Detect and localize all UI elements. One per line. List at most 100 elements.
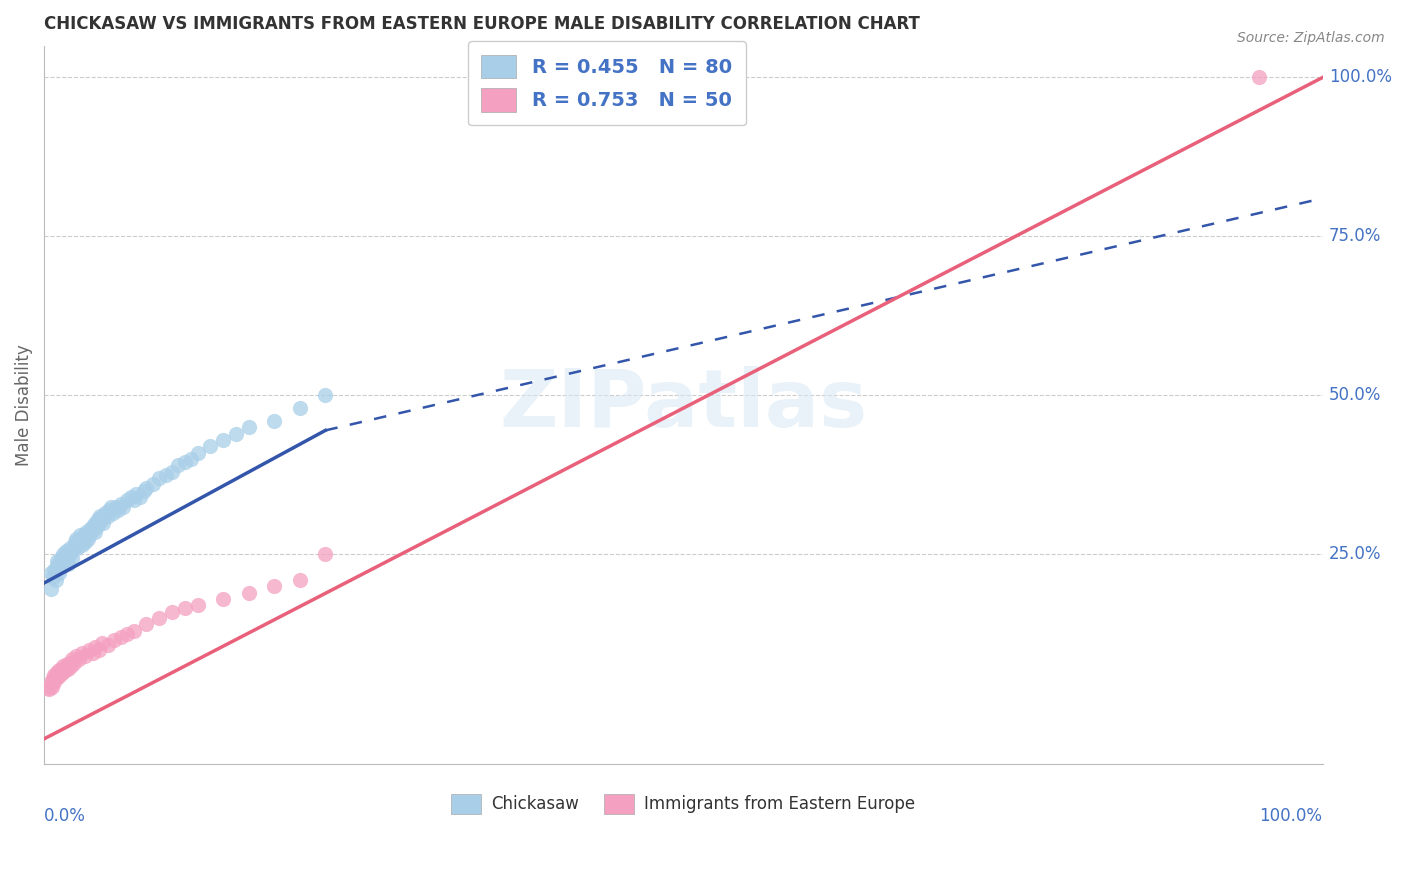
Point bbox=[87, 512, 110, 526]
Point bbox=[180, 452, 202, 467]
Point bbox=[48, 566, 70, 581]
Point bbox=[77, 642, 100, 657]
Point bbox=[104, 500, 127, 514]
Point bbox=[115, 627, 138, 641]
Point bbox=[1247, 70, 1270, 85]
Point bbox=[44, 674, 66, 689]
Point bbox=[82, 646, 104, 660]
Point bbox=[72, 532, 94, 546]
Point bbox=[79, 522, 101, 536]
Point bbox=[97, 509, 120, 524]
Point bbox=[288, 401, 311, 416]
Point bbox=[53, 554, 76, 568]
Point bbox=[59, 541, 82, 555]
Point bbox=[39, 566, 62, 581]
Point bbox=[55, 544, 77, 558]
Text: 100.0%: 100.0% bbox=[1260, 807, 1323, 825]
Point bbox=[60, 550, 83, 565]
Point bbox=[263, 414, 285, 428]
Point bbox=[122, 493, 145, 508]
Point bbox=[42, 672, 65, 686]
Point bbox=[84, 525, 107, 540]
Y-axis label: Male Disability: Male Disability bbox=[15, 344, 32, 466]
Point bbox=[167, 458, 190, 473]
Point bbox=[59, 658, 82, 673]
Point bbox=[39, 674, 62, 689]
Point bbox=[122, 624, 145, 638]
Point bbox=[110, 497, 132, 511]
Point bbox=[80, 525, 103, 540]
Point bbox=[160, 465, 183, 479]
Point bbox=[84, 640, 107, 654]
Point bbox=[263, 579, 285, 593]
Text: 25.0%: 25.0% bbox=[1329, 545, 1382, 564]
Point bbox=[59, 544, 82, 558]
Point bbox=[83, 522, 105, 536]
Point bbox=[44, 563, 66, 577]
Point bbox=[45, 665, 67, 679]
Point bbox=[51, 662, 73, 676]
Point bbox=[58, 662, 80, 676]
Point bbox=[89, 509, 111, 524]
Point bbox=[45, 573, 67, 587]
Point bbox=[82, 518, 104, 533]
Point bbox=[69, 528, 91, 542]
Point bbox=[52, 665, 75, 679]
Point bbox=[90, 512, 112, 526]
Point bbox=[73, 534, 96, 549]
Text: 75.0%: 75.0% bbox=[1329, 227, 1381, 245]
Point bbox=[200, 439, 222, 453]
Point bbox=[52, 658, 75, 673]
Point bbox=[45, 560, 67, 574]
Text: CHICKASAW VS IMMIGRANTS FROM EASTERN EUROPE MALE DISABILITY CORRELATION CHART: CHICKASAW VS IMMIGRANTS FROM EASTERN EUR… bbox=[44, 15, 920, 33]
Point bbox=[314, 388, 336, 402]
Point bbox=[75, 525, 97, 540]
Point bbox=[53, 663, 76, 677]
Point bbox=[45, 554, 67, 568]
Point bbox=[60, 652, 83, 666]
Point bbox=[97, 638, 120, 652]
Point bbox=[37, 681, 59, 695]
Point bbox=[132, 483, 155, 498]
Point bbox=[66, 541, 89, 555]
Point bbox=[107, 503, 129, 517]
Point bbox=[46, 669, 69, 683]
Point bbox=[72, 646, 94, 660]
Point bbox=[87, 642, 110, 657]
Point bbox=[238, 585, 260, 599]
Point bbox=[58, 557, 80, 571]
Point bbox=[65, 532, 87, 546]
Point bbox=[129, 490, 152, 504]
Point bbox=[42, 569, 65, 583]
Point bbox=[51, 560, 73, 574]
Text: 100.0%: 100.0% bbox=[1329, 69, 1392, 87]
Point bbox=[135, 481, 157, 495]
Point bbox=[86, 518, 108, 533]
Point bbox=[110, 630, 132, 644]
Point bbox=[125, 487, 148, 501]
Point bbox=[101, 506, 124, 520]
Point bbox=[39, 678, 62, 692]
Point bbox=[52, 548, 75, 562]
Point bbox=[212, 591, 235, 606]
Point bbox=[142, 477, 165, 491]
Point bbox=[288, 573, 311, 587]
Point bbox=[87, 516, 110, 530]
Point bbox=[72, 538, 94, 552]
Point bbox=[73, 528, 96, 542]
Point bbox=[90, 636, 112, 650]
Point bbox=[59, 548, 82, 562]
Point bbox=[314, 548, 336, 562]
Point bbox=[73, 649, 96, 664]
Point bbox=[67, 652, 90, 666]
Point bbox=[62, 656, 84, 670]
Point bbox=[112, 500, 135, 514]
Point bbox=[67, 534, 90, 549]
Point bbox=[225, 426, 247, 441]
Point bbox=[98, 503, 121, 517]
Point bbox=[186, 445, 208, 459]
Point bbox=[155, 467, 177, 482]
Point bbox=[77, 528, 100, 542]
Point bbox=[41, 680, 63, 694]
Point bbox=[46, 557, 69, 571]
